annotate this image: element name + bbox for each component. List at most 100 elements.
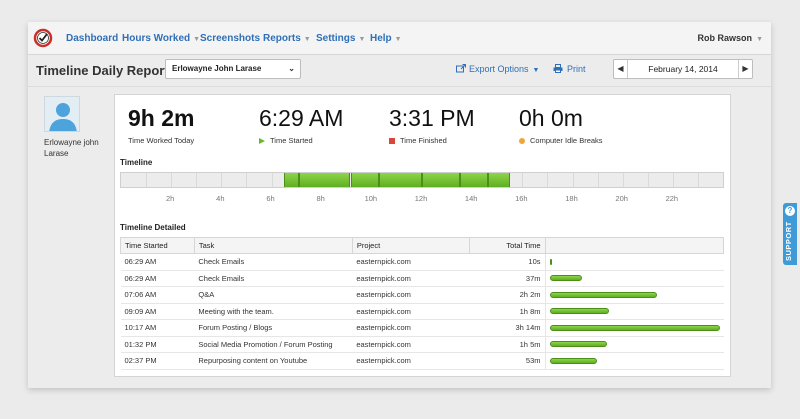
nav-settings[interactable]: Settings ▼	[316, 33, 365, 44]
cell-time-started: 06:29 AM	[120, 270, 195, 287]
previous-day-button[interactable]: ◀	[614, 60, 628, 78]
timeline-segment[interactable]	[487, 173, 511, 187]
user-silhouette-icon	[45, 97, 79, 131]
stat-label: Time Finished	[389, 136, 475, 145]
cell-time-started: 10:17 AM	[120, 319, 195, 337]
duration-bar	[549, 324, 720, 331]
timeline-tick-label: 2h	[165, 194, 175, 203]
support-tab[interactable]: ? SUPPORT	[783, 203, 797, 265]
profile-name: Erlowayne john Larase	[44, 138, 99, 158]
print-button[interactable]: Print	[553, 64, 586, 74]
timeline-tick-label: 12h	[414, 194, 428, 203]
idle-dot-icon	[519, 137, 525, 144]
cell-project: easternpick.com	[352, 319, 470, 337]
timeline-detail-table: Time Started Task Project Total Time 06:…	[120, 237, 724, 370]
stat-value: 6:29 AM	[259, 105, 344, 131]
timeline-segment[interactable]	[350, 173, 379, 187]
cell-project: easternpick.com	[352, 352, 470, 370]
timeline-gridline	[196, 173, 198, 187]
timeline-segment[interactable]	[283, 173, 300, 187]
timeline-gridline	[622, 173, 624, 187]
cell-total-time: 1h 5m	[469, 336, 546, 353]
print-label: Print	[567, 64, 586, 74]
timeline-detailed-heading: Timeline Detailed	[120, 223, 186, 232]
timeline-gridline	[597, 173, 599, 187]
table-row[interactable]: 02:37 PM Repurposing content on Youtube ea…	[120, 352, 724, 370]
cell-task: Forum Posting / Blogs	[194, 319, 353, 337]
cell-time-started: 02:37 PM	[120, 352, 195, 370]
nav-reports[interactable]: Reports ▼	[263, 33, 311, 44]
timeline-gridline	[647, 173, 649, 187]
stat-label-text: Time Started	[270, 136, 313, 145]
cell-time-started: 06:29 AM	[120, 253, 195, 271]
timeline-segment[interactable]	[422, 173, 461, 187]
table-header-row: Time Started Task Project Total Time	[120, 237, 724, 254]
duration-bar	[549, 291, 657, 298]
page-title: Timeline Daily Report	[36, 63, 169, 78]
stat-idle-breaks: 0h 0m Computer Idle Breaks	[519, 105, 603, 145]
user-name: Rob Rawson	[697, 33, 753, 43]
stat-time-finished: 3:31 PM Time Finished	[389, 105, 475, 145]
printer-icon	[553, 64, 563, 73]
chevron-down-icon: ▼	[358, 36, 366, 43]
table-row[interactable]: 07:06 AM Q&A easternpick.com 2h 2m	[120, 286, 724, 304]
timeline-segment[interactable]	[460, 173, 488, 187]
timeline-tick-label: 6h	[266, 194, 275, 203]
cell-time-started: 01:32 PM	[120, 336, 195, 353]
timeline-gridline	[672, 173, 674, 187]
duration-bar	[549, 275, 582, 282]
chevron-down-icon: ▼	[193, 36, 201, 43]
stat-label: Time Started	[259, 136, 343, 145]
nav-help[interactable]: Help ▼	[370, 33, 402, 44]
cell-duration-bar	[545, 336, 724, 353]
table-row[interactable]: 10:17 AM Forum Posting / Blogs easternpick…	[120, 319, 724, 337]
table-row[interactable]: 09:09 AM Meeting with the team. easternpic…	[120, 303, 724, 320]
timeline-tick-label: 10h	[364, 194, 378, 203]
column-header-project: Project	[351, 237, 470, 254]
nav-hours-worked[interactable]: Hours Worked ▼	[122, 33, 200, 44]
stat-value: 3:31 PM	[389, 105, 475, 131]
user-menu[interactable]: Rob Rawson ▼	[698, 33, 763, 43]
timeline-gridline	[572, 173, 574, 187]
timeline-tick-label: 20h	[615, 194, 628, 203]
user-select-dropdown[interactable]: Erlowayne John Larase ⌄	[165, 59, 301, 79]
nav-label: Help	[370, 33, 392, 44]
cell-task: Repurposing content on Youtube	[194, 352, 353, 370]
next-day-button[interactable]: ▶	[738, 60, 752, 78]
chevron-down-icon: ▼	[756, 36, 763, 43]
table-row[interactable]: 06:29 AM Check Emails easternpick.com 37m	[120, 270, 724, 287]
app-logo-icon[interactable]	[33, 28, 53, 48]
cell-project: easternpick.com	[352, 303, 470, 320]
column-header-task: Task	[193, 237, 353, 254]
column-header-total-time: Total Time	[468, 237, 546, 254]
nav-dashboard[interactable]: Dashboard	[66, 33, 118, 44]
date-value[interactable]: February 14, 2014	[648, 64, 718, 74]
cell-project: easternpick.com	[352, 286, 470, 304]
play-triangle-icon	[259, 137, 265, 144]
stat-label: Time Worked Today	[128, 136, 194, 145]
stat-value: 9h 2m	[128, 105, 195, 131]
cell-total-time: 10s	[469, 253, 546, 271]
help-question-icon: ?	[785, 206, 795, 216]
timeline-gridline	[697, 173, 699, 187]
duration-bar	[549, 258, 552, 265]
timeline-segment[interactable]	[378, 173, 422, 187]
cell-task: Meeting with the team.	[194, 303, 353, 320]
report-card: 9h 2m Time Worked Today 6:29 AM Time Sta…	[114, 94, 731, 377]
timeline-gridline	[547, 173, 549, 187]
timeline-gridline	[171, 173, 173, 187]
export-icon	[456, 64, 466, 73]
timeline-gridline	[522, 173, 524, 187]
table-row[interactable]: 06:29 AM Check Emails easternpick.com 10s	[120, 253, 724, 271]
export-options-button[interactable]: Export Options ▼	[456, 64, 539, 74]
chevron-down-icon: ▼	[394, 36, 402, 43]
timeline-segment[interactable]	[299, 173, 351, 187]
stat-label: Computer Idle Breaks	[519, 136, 603, 145]
nav-label: Screenshots	[200, 33, 261, 44]
table-row[interactable]: 01:32 PM Social Media Promotion / Forum P…	[120, 336, 724, 353]
page-header: Timeline Daily Report Erlowayne John Lar…	[28, 56, 771, 87]
stat-label-text: Computer Idle Breaks	[530, 136, 603, 145]
nav-screenshots[interactable]: Screenshots	[200, 33, 260, 44]
cell-task: Q&A	[194, 286, 353, 304]
timeline-gridline	[271, 173, 273, 187]
